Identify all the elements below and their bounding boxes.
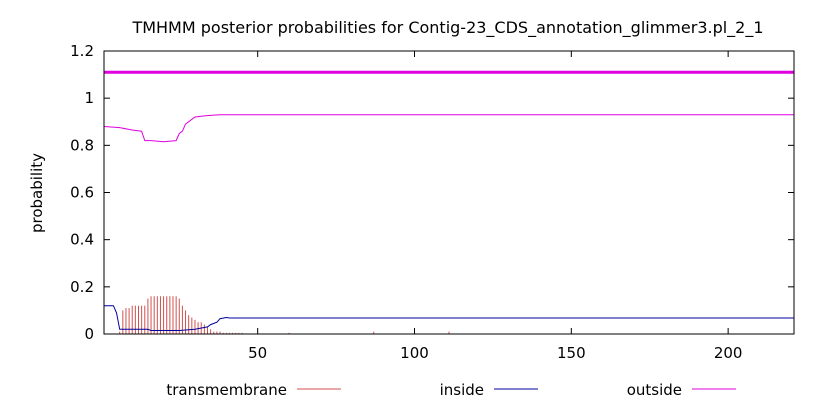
x-tick-label: 200: [714, 344, 743, 362]
series-outside-line: [103, 114, 794, 143]
legend-label-transmembrane: transmembrane: [166, 381, 287, 399]
y-tick-label: 1.2: [70, 42, 94, 60]
y-tick-label: 0: [84, 325, 94, 343]
y-tick-label: 0.4: [70, 231, 94, 249]
legend: transmembrane inside outside: [166, 381, 736, 399]
series-transmembrane: [119, 296, 450, 334]
axis-ticks: 0 0.2 0.4 0.6 0.8 1 1.2 50 100 150 200: [70, 42, 794, 362]
y-tick-label: 0.8: [70, 136, 94, 154]
y-tick-label: 0.6: [70, 184, 94, 202]
legend-label-outside: outside: [627, 381, 682, 399]
plot-frame: [103, 50, 795, 335]
y-axis-label: probability: [28, 153, 46, 233]
legend-label-inside: inside: [440, 381, 484, 399]
y-tick-label: 1: [84, 89, 94, 107]
x-tick-label: 50: [248, 344, 267, 362]
x-tick-label: 100: [400, 344, 429, 362]
y-tick-label: 0.2: [70, 278, 94, 296]
x-tick-label: 150: [557, 344, 586, 362]
plot-area: [103, 70, 794, 334]
chart-title: TMHMM posterior probabilities for Contig…: [131, 18, 763, 38]
series-inside-line: [104, 305, 794, 331]
